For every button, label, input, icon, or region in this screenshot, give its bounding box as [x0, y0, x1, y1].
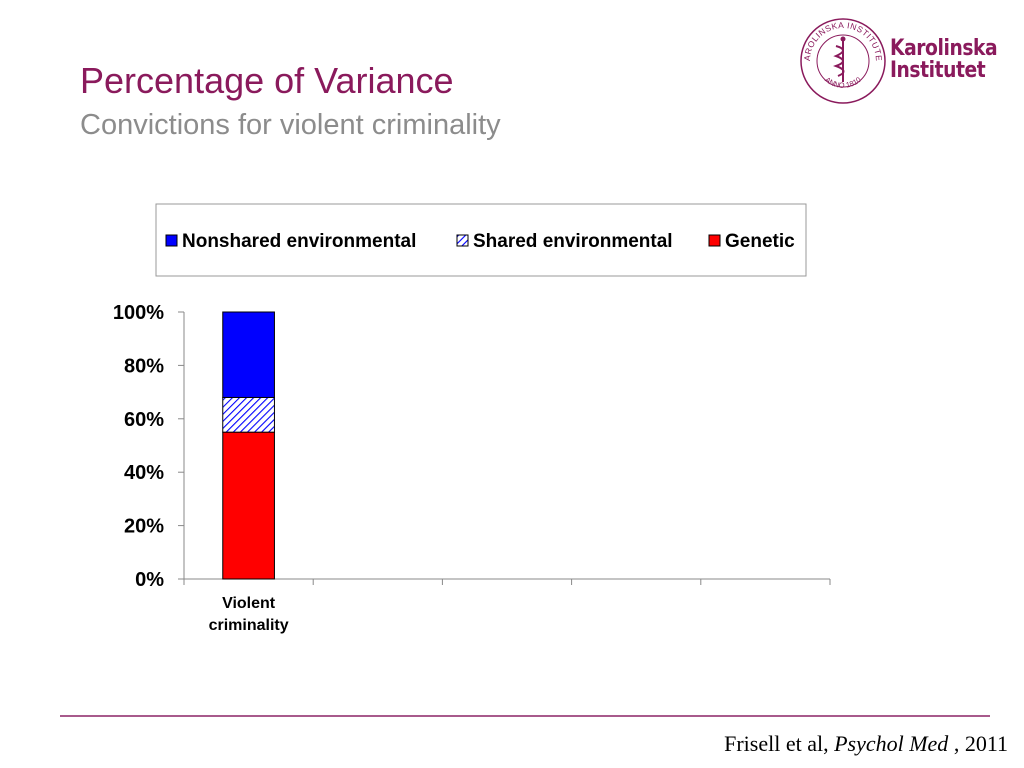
- seal-year-text: ANNO 1810: [823, 75, 863, 90]
- citation-journal: Psychol Med: [834, 731, 949, 756]
- bar-segment-nonshared-environmental: [222, 311, 275, 398]
- legend: Nonshared environmental Shared environmen…: [165, 231, 795, 252]
- legend-label-genetic: Genetic: [725, 231, 795, 252]
- citation-authors: Frisell et al,: [724, 731, 835, 756]
- y-tick-label: 20%: [124, 516, 164, 538]
- legend-label-nonshared-environmental: Nonshared environmental: [182, 231, 416, 252]
- legend-label-shared-environmental: Shared environmental: [473, 231, 673, 252]
- citation-year: , 2011: [948, 731, 1008, 756]
- citation: Frisell et al, Psychol Med , 2011: [724, 731, 1008, 757]
- x-category-label: Violent criminality: [209, 595, 289, 634]
- plot-area: 0% 20% 40% 60% 80% 100% Violent criminality: [113, 302, 831, 634]
- y-tick-label: 60%: [124, 409, 164, 431]
- legend-box: [155, 203, 807, 277]
- legend-swatch-nonshared-environmental: [165, 234, 178, 247]
- slide-title: Percentage of Variance: [80, 60, 454, 101]
- footer-divider: [60, 715, 990, 717]
- y-tick-label: 40%: [124, 462, 164, 484]
- karolinska-logo: KAROLINSKA INSTITUTET ANNO 1810 Karolins…: [798, 16, 1008, 106]
- bar-segment-shared-environmental: [222, 396, 275, 433]
- logo-name-line2: Institutet: [890, 58, 986, 83]
- y-tick-label: 0%: [135, 569, 164, 591]
- y-tick-label: 100%: [113, 302, 164, 324]
- svg-text:ANNO 1810: ANNO 1810: [823, 75, 863, 90]
- legend-swatch-genetic: [708, 234, 721, 247]
- y-tick-label: 80%: [124, 355, 164, 377]
- legend-swatch-shared-environmental: [456, 234, 469, 247]
- slide-subtitle: Convictions for violent criminality: [80, 109, 501, 141]
- stacked-bar-chart: Nonshared environmental Shared environmen…: [113, 203, 831, 634]
- karolinska-seal-icon: KAROLINSKA INSTITUTET ANNO 1810: [798, 16, 886, 104]
- bar-segment-genetic: [222, 431, 275, 580]
- logo-name-line1: Karolinska: [890, 36, 998, 61]
